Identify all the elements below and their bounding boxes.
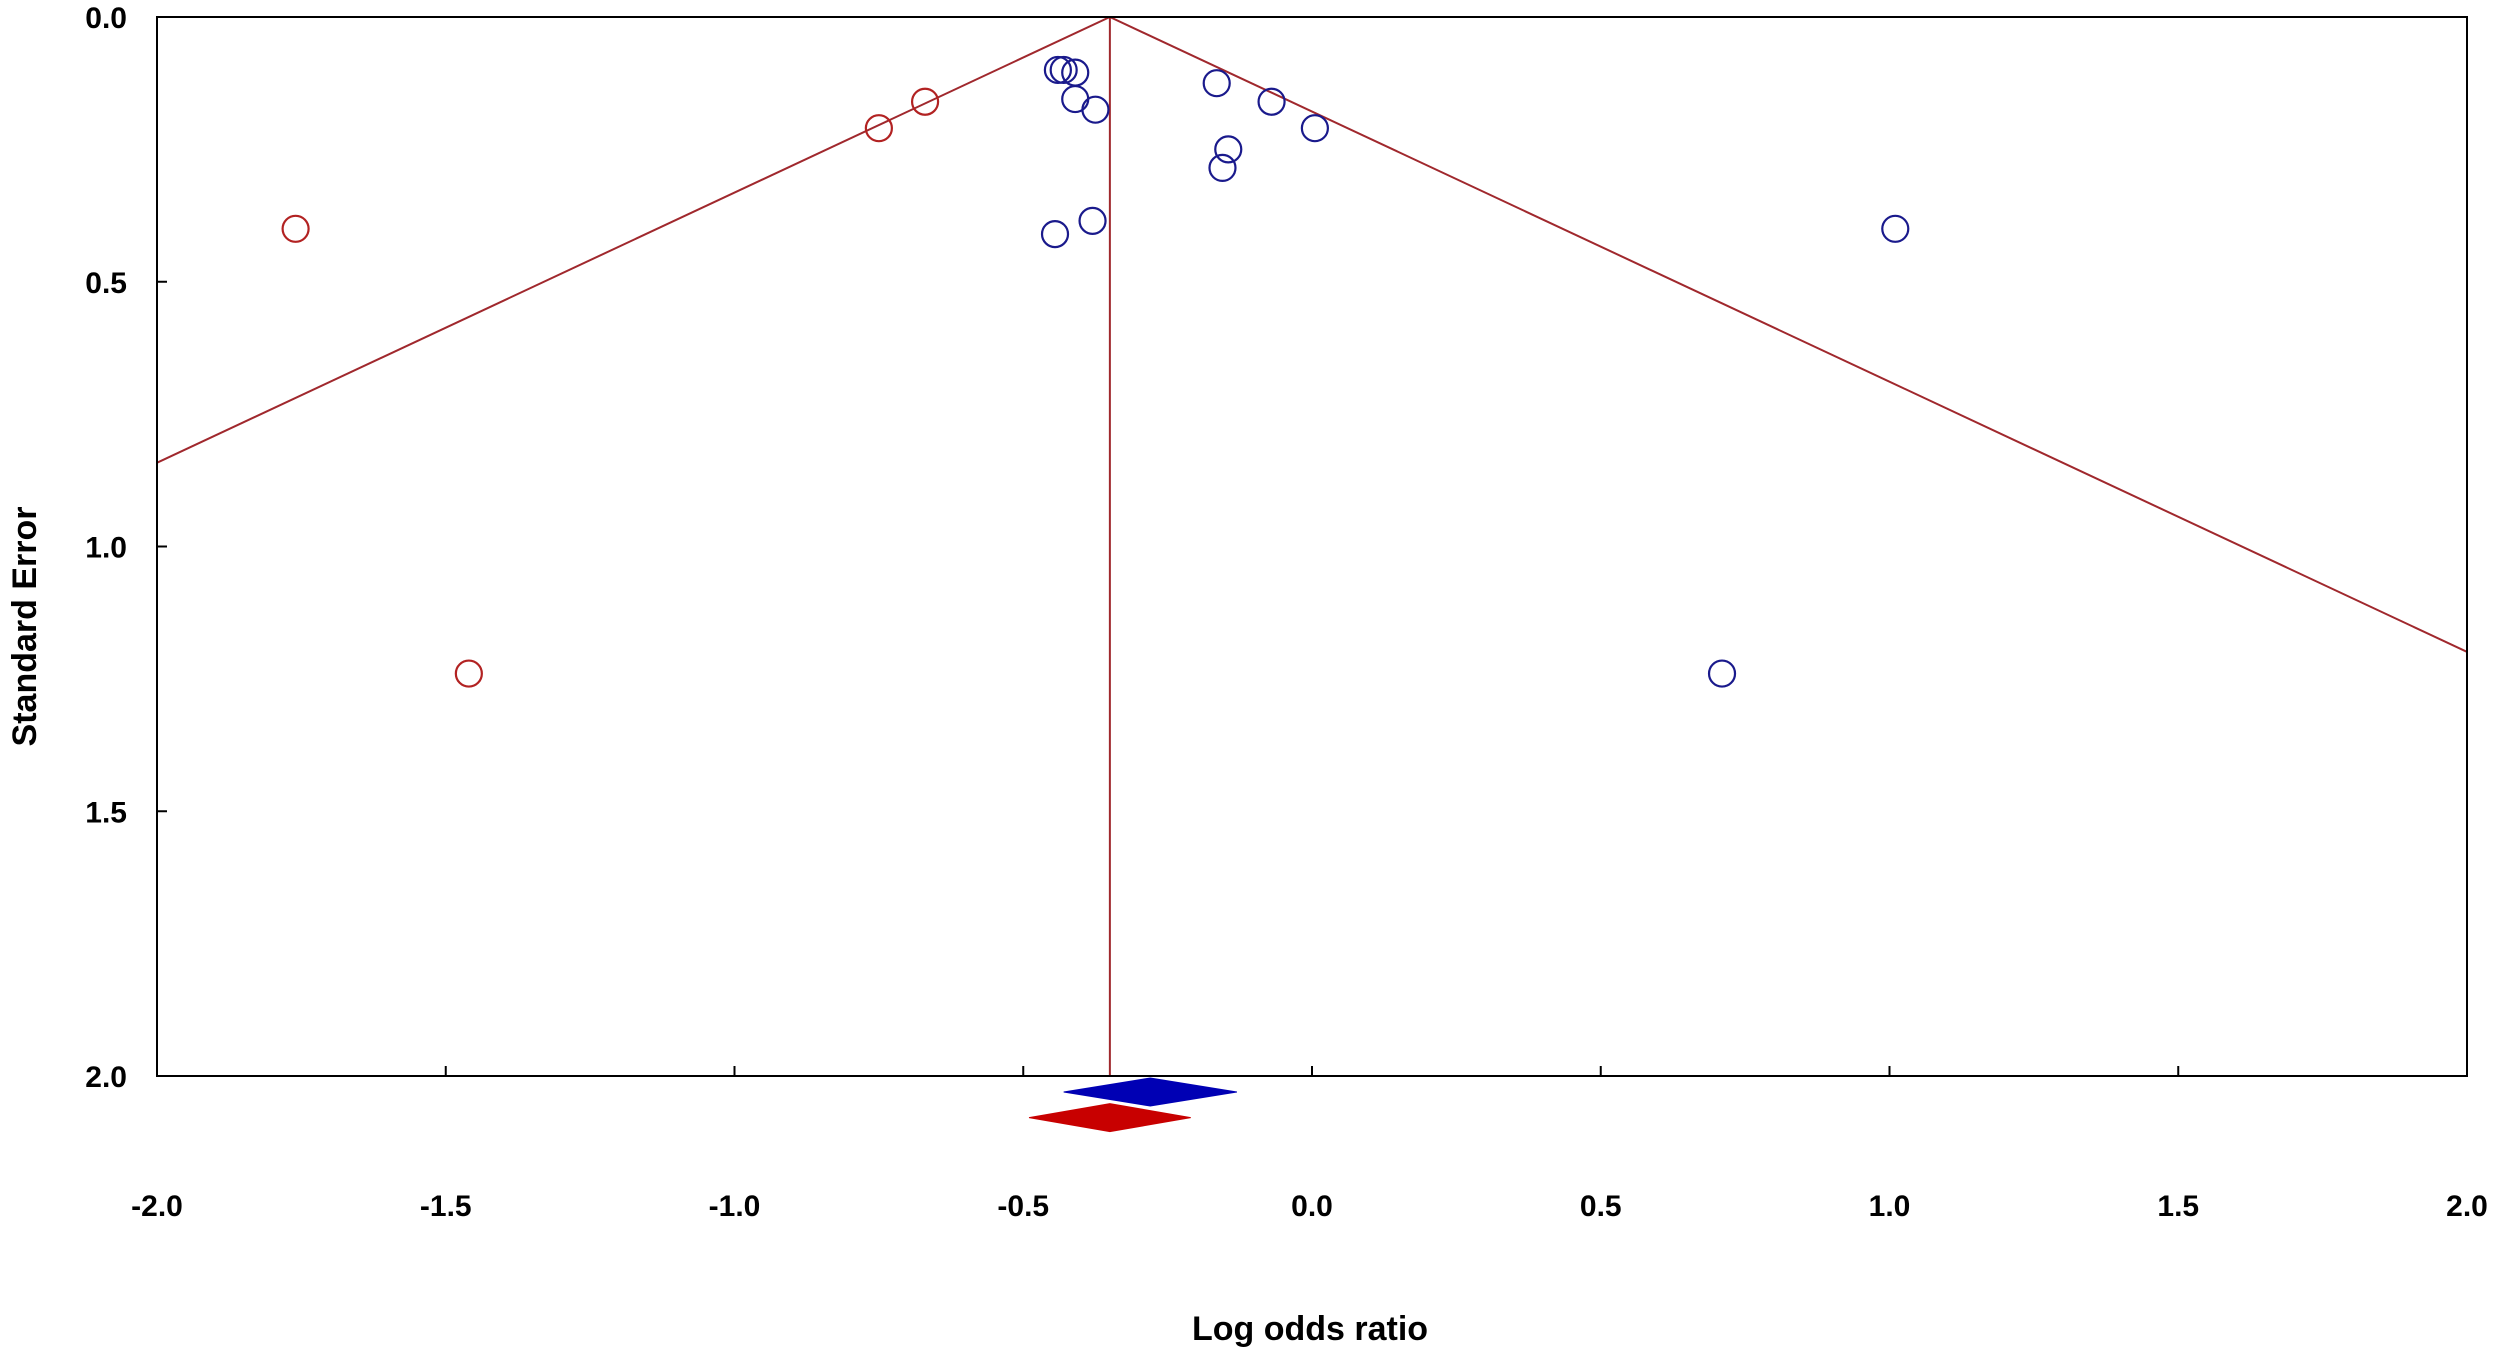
observed-study-point [1881, 214, 1910, 243]
imputed-study-point [864, 114, 893, 143]
funnel-right-limit [1109, 17, 2467, 653]
imputed-study-point [454, 659, 483, 688]
study-points [281, 55, 1910, 688]
x-axis: -2.0 -1.5 -1.0 -0.5 0.0 0.5 1.0 1.5 2.0 [131, 1066, 2488, 1223]
observed-study-point [1049, 55, 1078, 85]
observed-study-point [1300, 114, 1329, 143]
x-tick-label: -2.0 [131, 1190, 183, 1223]
summary-diamonds [1028, 1077, 1238, 1133]
x-tick-label: -1.0 [709, 1190, 761, 1223]
x-tick-label: 2.0 [2446, 1190, 2488, 1223]
x-tick-label: 1.0 [1869, 1190, 1911, 1223]
plot-frame [156, 16, 2468, 1077]
x-tick-label: 0.5 [1580, 1190, 1622, 1223]
y-tick-label: 1.5 [85, 796, 127, 829]
x-tick-label: 0.0 [1291, 1190, 1333, 1223]
observed-study-point [1078, 206, 1107, 235]
funnel-lines [157, 17, 2467, 1076]
adjusted-summary-diamond [1028, 1103, 1191, 1133]
x-tick-label: -1.5 [420, 1190, 472, 1223]
observed-study-point [1043, 55, 1073, 85]
observed-study-point [1202, 69, 1231, 98]
y-tick-label: 1.0 [85, 532, 127, 565]
y-axis-title: Standard Error [6, 507, 44, 747]
observed-study-point [1214, 135, 1243, 164]
x-tick-label: 1.5 [2157, 1190, 2199, 1223]
y-tick-label: 0.5 [85, 267, 127, 300]
observed-study-point [1040, 219, 1070, 249]
observed-study-point [1257, 87, 1286, 116]
x-axis-title: Log odds ratio [1192, 1310, 1428, 1348]
y-axis: 0.0 0.5 1.0 1.5 2.0 [85, 2, 167, 1094]
y-tick-label: 2.0 [85, 1061, 127, 1094]
y-tick-label: 0.0 [85, 2, 127, 35]
x-tick-label: -0.5 [997, 1190, 1049, 1223]
funnel-left-limit [157, 17, 1111, 464]
observed-study-point [1208, 153, 1237, 183]
observed-summary-diamond [1063, 1077, 1238, 1107]
imputed-study-point [281, 214, 310, 243]
observed-study-point [1081, 95, 1110, 124]
observed-study-point [1707, 659, 1737, 688]
imputed-study-point [910, 87, 940, 116]
observed-study-point [1061, 84, 1090, 114]
